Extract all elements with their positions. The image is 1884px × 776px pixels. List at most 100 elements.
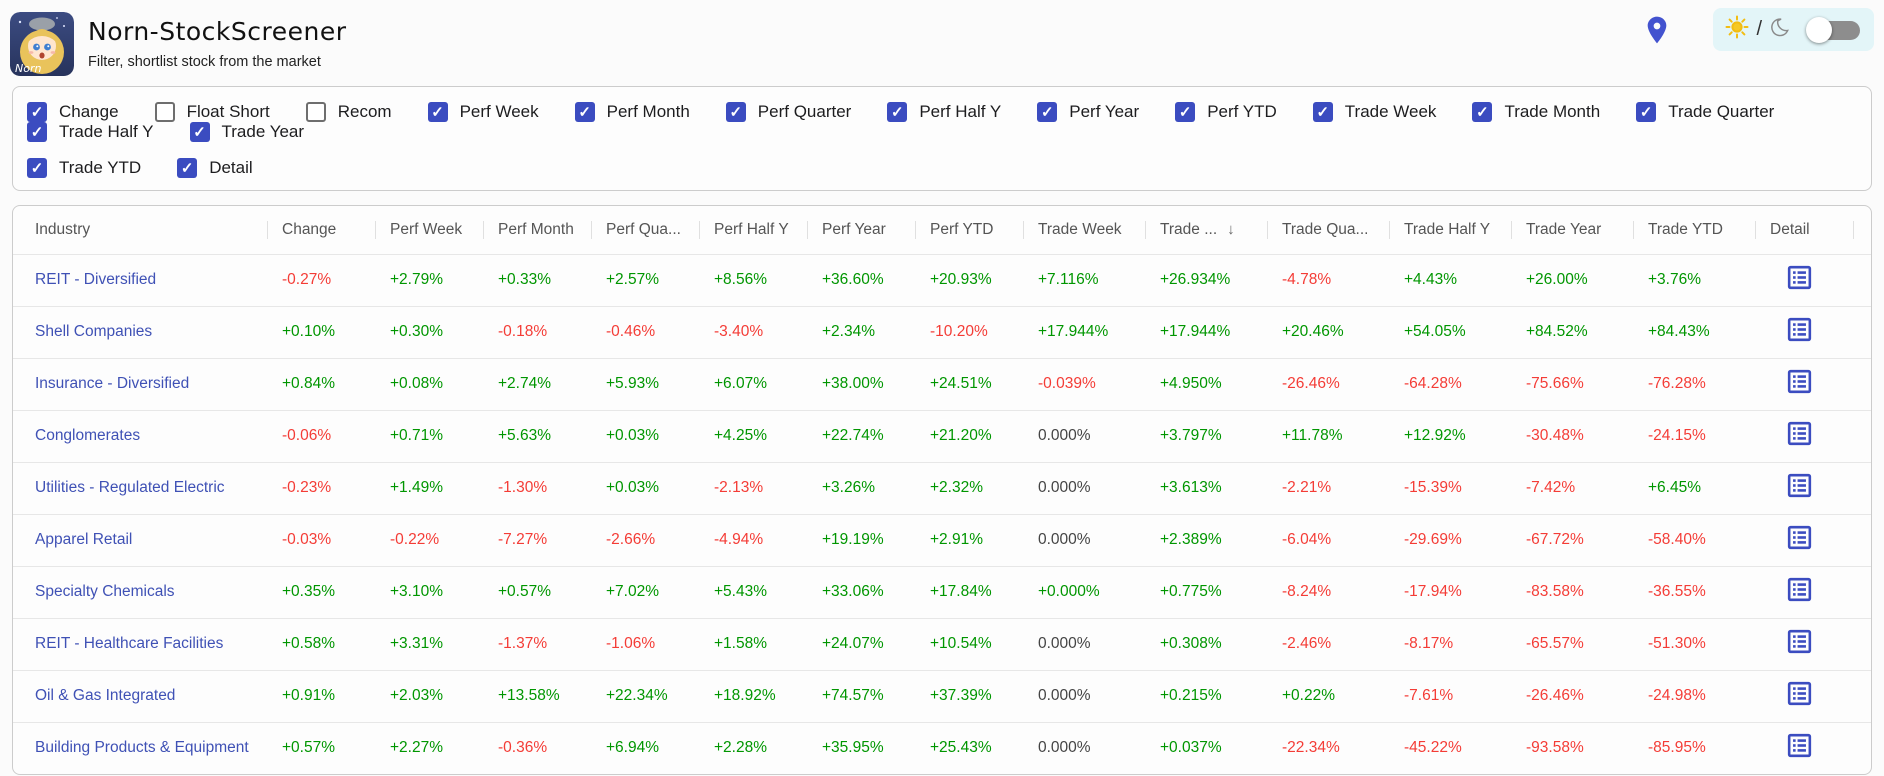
value-cell: +18.92% [700,669,808,722]
checkbox-checked-icon[interactable]: ✓ [1312,102,1333,122]
industry-link[interactable]: Specialty Chemicals [35,583,175,600]
value-cell: -51.30% [1634,617,1756,670]
filter-checkbox-trade-quarter[interactable]: ✓ Trade Quarter [1636,102,1774,122]
detail-button[interactable] [1784,366,1815,397]
table-row: Conglomerates -0.06% +0.71% +5.63% +0.03% +4.… [13,409,1871,462]
checkbox-checked-icon[interactable]: ✓ [177,158,198,178]
filter-checkbox-perf-year[interactable]: ✓ Perf Year [1037,102,1139,122]
column-label: Trade Half Y [1404,220,1491,238]
filter-label: Trade Half Y [59,122,154,141]
checkbox-checked-icon[interactable]: ✓ [189,122,210,142]
column-header-industry[interactable]: Industry [13,206,268,254]
checkbox-checked-icon[interactable]: ✓ [1175,102,1196,122]
industry-link[interactable]: Utilities - Regulated Electric [35,479,225,496]
checkbox-checked-icon[interactable]: ✓ [887,102,908,122]
industry-link[interactable]: REIT - Diversified [35,271,157,288]
column-header-perf-half-y[interactable]: Perf Half Y [700,206,808,254]
list-detail-icon [1787,317,1812,342]
filter-checkbox-perf-half-y[interactable]: ✓ Perf Half Y [887,102,1001,122]
logo-text: Norn [15,62,41,75]
industry-link[interactable]: REIT - Healthcare Facilities [35,635,224,652]
column-header-trade[interactable]: Trade ... ↓ [1146,206,1268,254]
industry-link[interactable]: Building Products & Equipment [35,739,249,757]
value-cell: +33.06% [808,565,916,618]
checkbox-unchecked-icon[interactable] [154,102,175,122]
detail-button[interactable] [1784,418,1815,449]
checkbox-checked-icon[interactable]: ✓ [1472,102,1493,122]
column-header-perf-year[interactable]: Perf Year [808,206,916,254]
filter-checkbox-trade-month[interactable]: ✓ Trade Month [1472,102,1600,122]
filter-row-2: ✓ Trade YTD ✓ Detail [27,158,1861,178]
detail-button[interactable] [1784,730,1815,761]
value-cell: +26.934% [1146,253,1268,306]
industry-cell: Specialty Chemicals [13,565,268,618]
column-header-trade-qua[interactable]: Trade Qua... [1268,206,1390,254]
checkbox-checked-icon[interactable]: ✓ [574,102,595,122]
column-header-perf-month[interactable]: Perf Month [484,206,592,254]
value-cell: -85.95% [1634,721,1756,774]
filter-checkbox-float-short[interactable]: Float Short [154,102,270,122]
column-header-perf-ytd[interactable]: Perf YTD [916,206,1024,254]
checkbox-checked-icon[interactable]: ✓ [27,102,47,122]
filter-checkbox-detail[interactable]: ✓ Detail [177,158,253,178]
detail-button[interactable] [1784,262,1815,293]
detail-button[interactable] [1784,626,1815,657]
checkbox-checked-icon[interactable]: ✓ [427,102,448,122]
column-header-trade-year[interactable]: Trade Year [1512,206,1634,254]
value-cell: -17.94% [1390,565,1512,618]
detail-button[interactable] [1784,314,1815,345]
industry-link[interactable]: Shell Companies [35,323,153,340]
filter-checkbox-perf-month[interactable]: ✓ Perf Month [574,102,690,122]
location-pin-icon[interactable] [1641,10,1673,50]
value-cell: +0.03% [592,461,700,514]
detail-button[interactable] [1784,470,1815,501]
filter-checkbox-perf-quarter[interactable]: ✓ Perf Quarter [725,102,851,122]
filter-checkbox-trade-half-y[interactable]: ✓ Trade Half Y [27,122,154,142]
filter-label: Trade YTD [59,158,142,177]
checkbox-checked-icon[interactable]: ✓ [1037,102,1058,122]
value-cell: +3.10% [376,565,484,618]
filter-checkbox-change[interactable]: ✓ Change [27,102,119,122]
column-header-detail[interactable]: Detail [1756,206,1854,254]
app-logo[interactable]: Norn [10,12,74,76]
value-cell: +5.43% [700,565,808,618]
filter-checkbox-perf-week[interactable]: ✓ Perf Week [427,102,539,122]
detail-button[interactable] [1784,678,1815,709]
filter-checkbox-trade-week[interactable]: ✓ Trade Week [1312,102,1436,122]
checkbox-checked-icon[interactable]: ✓ [725,102,746,122]
column-header-trade-half-y[interactable]: Trade Half Y [1390,206,1512,254]
filter-checkbox-perf-ytd[interactable]: ✓ Perf YTD [1175,102,1277,122]
detail-button[interactable] [1784,522,1815,553]
column-header-trade-ytd[interactable]: Trade YTD [1634,206,1756,254]
industry-link[interactable]: Oil & Gas Integrated [35,687,176,704]
filter-checkbox-trade-ytd[interactable]: ✓ Trade YTD [27,158,141,178]
column-header-trade-week[interactable]: Trade Week [1024,206,1146,254]
value-cell: +22.34% [592,669,700,722]
checkbox-unchecked-icon[interactable] [305,102,326,122]
checkbox-checked-icon[interactable]: ✓ [27,122,47,142]
column-label: Detail [1770,220,1810,238]
value-cell: +1.49% [376,461,484,514]
value-cell: +24.07% [808,617,916,670]
checkbox-checked-icon[interactable]: ✓ [27,158,47,178]
list-detail-icon [1787,734,1812,758]
column-header-perf-week[interactable]: Perf Week [376,206,484,254]
table-row: Shell Companies +0.10% +0.30% -0.18% -0.46% -… [13,305,1871,358]
row-filler [1854,721,1871,774]
dark-mode-toggle[interactable] [1806,16,1862,44]
filter-checkbox-recom[interactable]: Recom [305,102,392,122]
industry-link[interactable]: Insurance - Diversified [35,375,190,392]
row-filler [1854,305,1871,358]
filter-checkbox-trade-year[interactable]: ✓ Trade Year [189,122,304,142]
value-cell: 0.000% [1024,721,1146,774]
checkbox-checked-icon[interactable]: ✓ [1636,102,1657,122]
industry-link[interactable]: Apparel Retail [35,531,133,548]
column-header-change[interactable]: Change [268,206,376,254]
column-header-perf-qua[interactable]: Perf Qua... [592,206,700,254]
detail-button[interactable] [1784,574,1815,605]
list-detail-icon [1787,265,1812,290]
industry-link[interactable]: Conglomerates [35,427,141,444]
value-cell: -8.24% [1268,565,1390,618]
value-cell: -4.78% [1268,253,1390,306]
toggle-thumb[interactable] [1806,16,1832,43]
